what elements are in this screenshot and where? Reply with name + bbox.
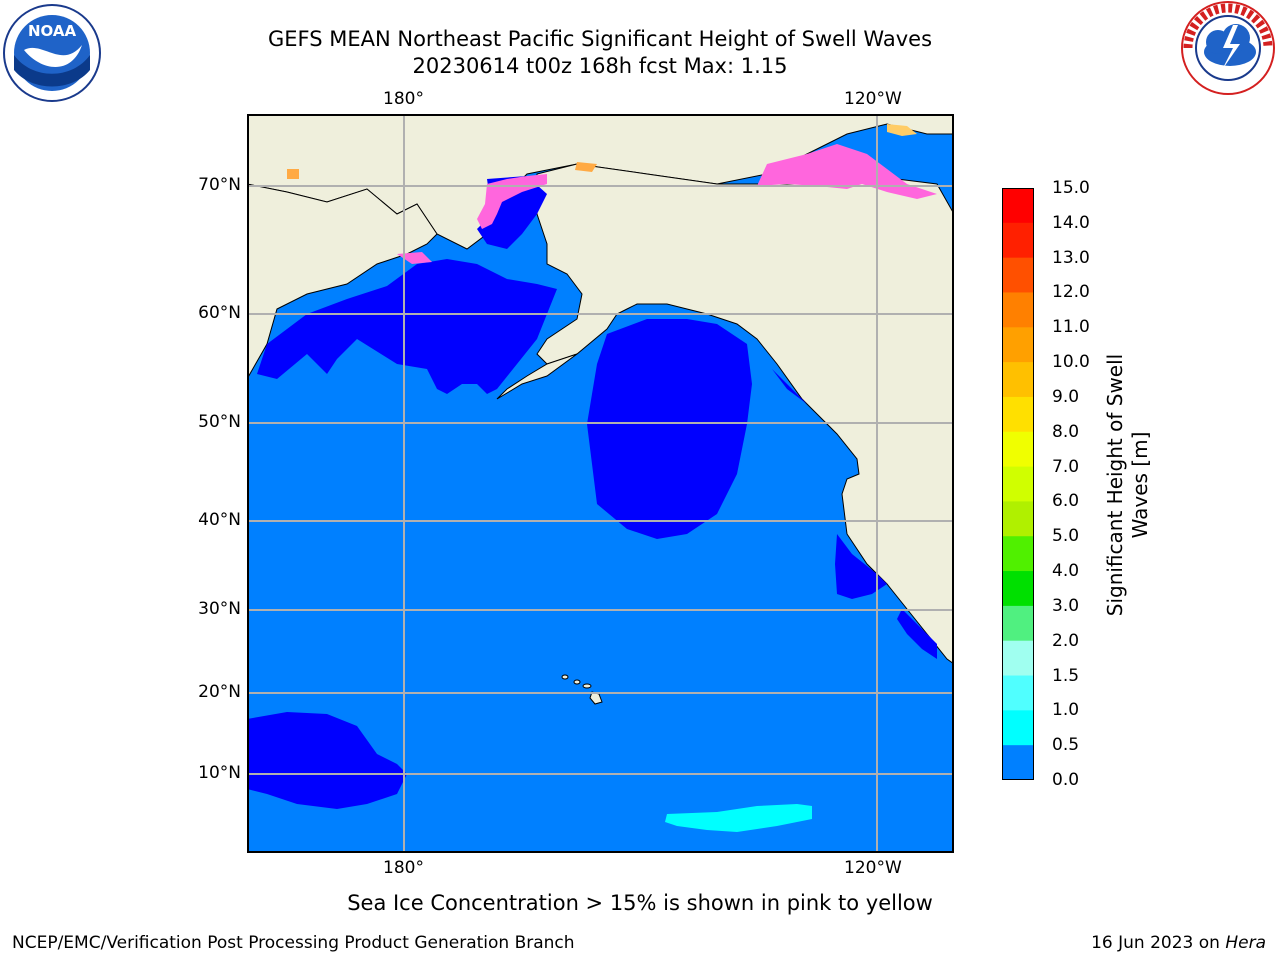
sea-ice-laptev — [287, 169, 299, 179]
colorbar-segment-0.5 — [1002, 745, 1034, 781]
colorbar-segment-6.0 — [1002, 501, 1034, 537]
colorbar — [1002, 188, 1034, 781]
colorbar-tick-label: 0.5 — [1052, 735, 1080, 756]
lat-label-70n: 70°N — [198, 175, 241, 195]
footer-credit: NCEP/EMC/Verification Post Processing Pr… — [12, 933, 575, 953]
chart-title: GEFS MEAN Northeast Pacific Significant … — [267, 27, 933, 51]
colorbar-tick-label: 9.0 — [1052, 386, 1080, 407]
colorbar-svg — [1002, 188, 1034, 781]
colorbar-segment-7.0 — [1002, 466, 1034, 502]
grid-lines — [247, 114, 954, 853]
lat-label-60n: 60°N — [198, 303, 241, 323]
lon-label-top-120w: 120°W — [844, 89, 902, 109]
lat-label-10n: 10°N — [198, 763, 241, 783]
colorbar-segment-11.0 — [1002, 327, 1034, 363]
colorbar-tick-label: 11.0 — [1052, 317, 1090, 338]
colorbar-tick-label: 6.0 — [1052, 491, 1080, 512]
noaa-logo-text: NOAA — [28, 22, 77, 40]
sea-ice-east-siberian — [575, 162, 597, 172]
colorbar-segment-1.5 — [1002, 675, 1034, 711]
hawaii-islands — [561, 674, 603, 705]
colorbar-segment-10.0 — [1002, 362, 1034, 398]
noaa-logo: NOAA — [2, 0, 102, 106]
colorbar-label: Significant Height of Swell Waves [m] — [1103, 353, 1152, 617]
lat-label-30n: 30°N — [198, 599, 241, 619]
colorbar-segment-4.0 — [1002, 571, 1034, 607]
swell-zone-baja — [835, 534, 887, 599]
chart-subtitle: 20230614 t00z 168h fcst Max: 1.15 — [412, 54, 788, 78]
colorbar-tick-label: 1.5 — [1052, 665, 1080, 686]
colorbar-tick-label: 10.0 — [1052, 352, 1090, 373]
lon-label-bottom-120w: 120°W — [844, 858, 902, 878]
map-border — [247, 114, 954, 853]
colorbar-tick-label: 2.0 — [1052, 630, 1080, 651]
lon-label-top-180: 180° — [383, 89, 424, 109]
swell-zone-gulf-alaska — [587, 319, 752, 539]
lat-label-20n: 20°N — [198, 682, 241, 702]
colorbar-segment-12.0 — [1002, 292, 1034, 328]
swell-zone-west-tropics — [247, 712, 407, 809]
colorbar-segment-8.0 — [1002, 431, 1034, 468]
colorbar-segment-2.0 — [1002, 640, 1034, 677]
swell-zone-bering — [257, 259, 557, 394]
land-alaska-peninsula — [496, 353, 578, 400]
colorbar-tick-label: 15.0 — [1052, 178, 1090, 198]
colorbar-tick-label: 12.0 — [1052, 282, 1090, 303]
colorbar-segment-5.0 — [1002, 536, 1034, 572]
colorbar-tick-label: 5.0 — [1052, 526, 1080, 547]
colorbar-tick-label: 14.0 — [1052, 212, 1090, 233]
colorbar-tick-label: 13.0 — [1052, 247, 1090, 268]
colorbar-segment-3.0 — [1002, 605, 1034, 642]
sea-ice-west-bering — [397, 252, 432, 264]
footer-host: Hera — [1225, 933, 1266, 953]
nws-logo — [1178, 0, 1278, 100]
sea-ice-caption: Sea Ice Concentration > 15% is shown in … — [347, 891, 933, 915]
colorbar-tick-label: 8.0 — [1052, 421, 1080, 442]
colorbar-tick-label: 7.0 — [1052, 456, 1080, 477]
lat-label-50n: 50°N — [198, 412, 241, 432]
lat-label-40n: 40°N — [198, 510, 241, 530]
colorbar-tick-label: 4.0 — [1052, 561, 1080, 582]
colorbar-tick-label: 1.0 — [1052, 700, 1080, 721]
sea-ice-chukchi — [477, 174, 547, 229]
colorbar-segment-14.0 — [1002, 222, 1034, 259]
colorbar-segment-15.0 — [1002, 188, 1034, 224]
lon-label-bottom-180: 180° — [383, 858, 424, 878]
map-panel — [246, 113, 955, 853]
colorbar-tick-label: 3.0 — [1052, 595, 1080, 616]
footer-date: 16 Jun 2023 on Hera — [1091, 933, 1266, 953]
sea-ice-canada-north — [887, 124, 917, 136]
map-svg — [246, 113, 955, 853]
footer-date-text: 16 Jun 2023 on — [1091, 933, 1226, 953]
swell-zone-coast — [772, 369, 817, 414]
colorbar-segment-13.0 — [1002, 257, 1034, 293]
colorbar-segment-1.0 — [1002, 710, 1034, 746]
swell-zone-mexico — [897, 609, 937, 659]
land-chukotka — [246, 183, 438, 381]
colorbar-border — [1002, 188, 1034, 780]
swell-zone-cyan — [665, 804, 812, 832]
colorbar-tick-label: 0.0 — [1052, 770, 1080, 790]
colorbar-segment-9.0 — [1002, 396, 1034, 433]
